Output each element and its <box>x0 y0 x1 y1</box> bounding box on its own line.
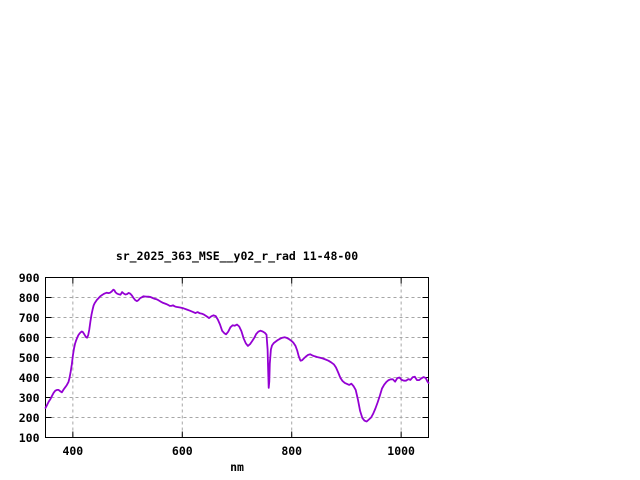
plot-border <box>45 277 429 438</box>
y-tick-label: 800 <box>18 290 40 305</box>
y-tick-label: 100 <box>18 430 40 445</box>
y-tick-label: 900 <box>18 270 40 285</box>
x-tick-label: 400 <box>62 444 84 458</box>
y-tick-label: 200 <box>18 410 40 425</box>
y-tick-label: 400 <box>18 370 40 385</box>
data-line-spectral-radiance <box>44 288 430 423</box>
y-tick-label: 700 <box>18 310 40 325</box>
y-tick-label: 600 <box>18 330 40 345</box>
y-tick-label: 500 <box>18 350 40 365</box>
x-tick-label: 600 <box>171 444 193 458</box>
x-tick-label: 800 <box>281 444 303 458</box>
y-tick-label: 300 <box>18 390 40 405</box>
x-tick-label: 1000 <box>387 444 415 458</box>
x-axis-title: nm <box>230 460 244 474</box>
chart-title: sr_2025_363_MSE__y02_r_rad 11-48-00 <box>115 249 359 263</box>
